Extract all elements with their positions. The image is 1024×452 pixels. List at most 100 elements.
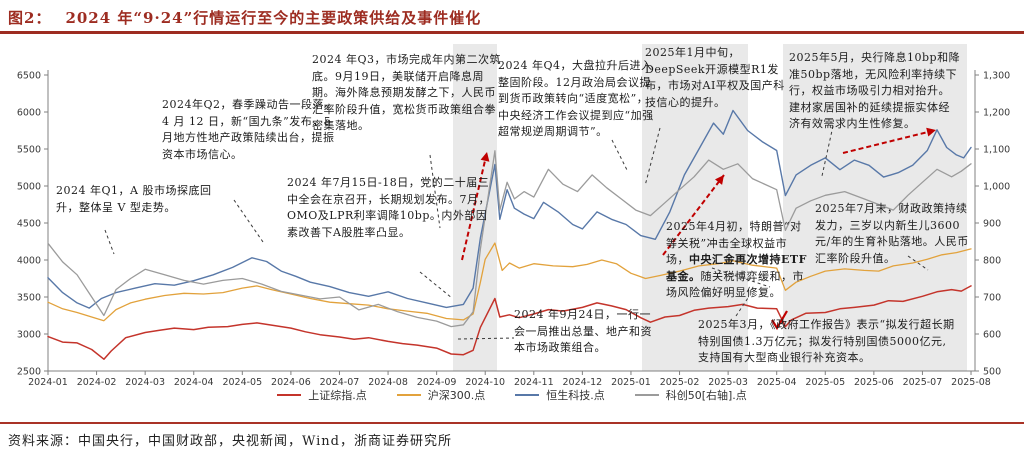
figure-label: 图2： — [8, 9, 52, 27]
series-line-star50 — [47, 150, 972, 328]
annotation-connector — [104, 229, 115, 255]
annotation-2025-march: 2025年3月，《政府工作报告》表示“拟发行超长期特别国债1.3万亿元；拟发行特… — [698, 317, 956, 367]
annotation-2024q1: 2024 年Q1，A 股市场探底回升，整体呈 V 型走势。 — [56, 183, 231, 216]
annotation-connector — [907, 255, 929, 271]
trend-arrowhead — [715, 175, 724, 185]
x-tick-label: 2024-08 — [368, 377, 408, 388]
annotation-connector — [644, 127, 661, 187]
left-tick-label: 2500 — [17, 367, 41, 378]
legend-item-star50: 科创50[右轴].点 — [634, 387, 747, 403]
title-divider — [0, 31, 1024, 34]
right-tick-label: 800 — [983, 256, 1001, 267]
right-tick-label: 1,000 — [983, 182, 1010, 193]
right-tick-label: 1,300 — [983, 71, 1010, 82]
series-line-sse — [47, 285, 972, 360]
annotation-connector — [735, 297, 749, 317]
annotation-text: 2024 年Q1，A 股市场探底回升，整体呈 V 型走势。 — [56, 184, 212, 214]
x-tick-label: 2025-01 — [611, 377, 651, 388]
annotation-924-policy: 2024 年9月24日，一行一会一局推出总量、地产和资本市场政策组合。 — [514, 307, 662, 357]
annotation-text: 2024 年7月15日-18日，党的二十届三中全会在京召开，长期规划发布。7月，… — [287, 176, 490, 239]
red-check-mark — [771, 310, 788, 331]
legend-line-swatch-orange — [396, 394, 421, 396]
x-tick-label: 2025-02 — [660, 377, 700, 388]
legend-label: 恒生科技.点 — [546, 389, 605, 402]
right-tick-label: 700 — [983, 293, 1001, 304]
left-tick-label: 5500 — [17, 145, 41, 156]
annotation-text: 2024 年Q4，大盘拉升后进入整固阶段。12月政治局会议提到货币政策转向“适度… — [498, 59, 654, 138]
x-tick-label: 2024-07 — [320, 377, 360, 388]
source-line: 资料来源：中国央行，中国财政部，央视新闻，Wind，浙商证券研究所 — [8, 434, 452, 449]
left-tick-label: 3000 — [17, 330, 41, 341]
annotation-text: 2025年7月末，财政政策持续发力，三岁以内新生儿3600元/年的生育补贴落地。… — [815, 202, 969, 265]
legend-line-swatch-gray — [634, 394, 659, 396]
x-tick-label: 2024-02 — [77, 377, 117, 388]
annotation-2025-april-tariff: 2025年4月初，特朗普“对等关税”冲击全球权益市场，中央汇金再次增持ETF基金… — [666, 219, 808, 302]
series-line-csi300 — [47, 242, 972, 322]
x-tick-label: 2024-03 — [125, 377, 165, 388]
annotation-connector — [419, 271, 453, 299]
legend-label: 沪深300.点 — [427, 389, 486, 402]
x-tick-label: 2025-06 — [854, 377, 894, 388]
trend-arrow — [662, 174, 725, 256]
x-tick-label: 2025-05 — [805, 377, 845, 388]
legend-item-sse: 上证综指.点 — [277, 387, 367, 403]
highlight-band — [453, 44, 497, 371]
annotation-text: 随关税博弈缓和，市场风险偏好明显修复。 — [666, 269, 804, 300]
figure-header: 图2： 2024 年“9·24”行情运行至今的主要政策供给及事件催化 — [8, 7, 481, 28]
annotation-text: 2025年5月，央行降息10bp和降准50bp落地，无风险利率持续下行，权益市场… — [789, 51, 961, 130]
annotation-deepseek: 2025年1月中旬，DeepSeek开源模型R1发布，市场对AI平权及国产科技信… — [645, 45, 790, 111]
right-tick-label: 900 — [983, 219, 1001, 230]
x-tick-label: 2024-06 — [271, 377, 311, 388]
annotation-third-plenum: 2024 年7月15日-18日，党的二十届三中全会在京召开，长期规划发布。7月，… — [287, 175, 495, 241]
left-tick-label: 4000 — [17, 256, 41, 267]
x-tick-label: 2024-11 — [514, 377, 554, 388]
annotation-connector — [611, 139, 629, 173]
x-tick-label: 2025-08 — [951, 377, 991, 388]
x-tick-label: 2024-05 — [222, 377, 262, 388]
right-tick-label: 1,100 — [983, 145, 1010, 156]
annotation-connector — [233, 199, 264, 243]
annotation-bold-text: 中央汇金再次增持ETF基金。 — [666, 253, 807, 283]
annotation-text: 2024年Q2，春季躁动告一段落。4 月 12 日，新“国九条”发布，5月地方性… — [162, 98, 336, 161]
right-tick-label: 500 — [983, 367, 1001, 378]
highlight-band — [783, 44, 967, 371]
x-tick-label: 2025-07 — [903, 377, 943, 388]
annotation-text: 2025年4月初，特朗普“对等关税”冲击全球权益市场， — [666, 220, 802, 266]
left-tick-label: 5000 — [17, 182, 41, 193]
annotation-text: 2024 年9月24日，一行一会一局推出总量、地产和资本市场政策组合。 — [514, 308, 652, 354]
annotation-text: 2025年1月中旬，DeepSeek开源模型R1发布，市场对AI平权及国产科技信… — [645, 46, 785, 109]
annotation-text: 2024 年Q3，市场完成年内第二次筑底。9月19日，美联储开启降息周期。海外降… — [312, 53, 502, 132]
x-tick-label: 2025-04 — [757, 377, 797, 388]
series-line-hstech — [47, 109, 972, 309]
annotation-text: 2025年3月，《政府工作报告》表示“拟发行超长期特别国债1.3万亿元；拟发行特… — [698, 318, 955, 364]
left-tick-label: 6000 — [17, 108, 41, 119]
trend-arrowhead — [480, 152, 490, 162]
annotation-2025-may: 2025年5月，央行降息10bp和降准50bp落地，无风险利率持续下行，权益市场… — [789, 50, 961, 133]
legend-label: 上证综指.点 — [308, 389, 367, 402]
legend-label: 科创50[右轴].点 — [665, 389, 747, 402]
annotation-2024q4: 2024 年Q4，大盘拉升后进入整固阶段。12月政治局会议提到货币政策转向“适度… — [498, 58, 656, 141]
annotation-2024q2: 2024年Q2，春季躁动告一段落。4 月 12 日，新“国九条”发布，5月地方性… — [162, 97, 342, 163]
legend-item-hstech: 恒生科技.点 — [515, 387, 605, 403]
left-tick-label: 4500 — [17, 219, 41, 230]
x-tick-label: 2024-04 — [174, 377, 214, 388]
annotation-connector — [821, 125, 834, 177]
footer-divider — [0, 422, 1024, 424]
annotation-2024q3: 2024 年Q3，市场完成年内第二次筑底。9月19日，美联储开启降息周期。海外降… — [312, 52, 502, 135]
left-tick-label: 3500 — [17, 293, 41, 304]
x-tick-label: 2025-03 — [708, 377, 748, 388]
legend-line-swatch-red — [277, 394, 302, 396]
annotation-connector — [711, 267, 771, 288]
annotation-connector — [429, 154, 441, 229]
legend-item-csi300: 沪深300.点 — [396, 387, 486, 403]
x-tick-label: 2024-12 — [563, 377, 603, 388]
right-tick-label: 600 — [983, 330, 1001, 341]
trend-arrow — [461, 151, 488, 261]
right-tick-label: 1,200 — [983, 108, 1010, 119]
x-tick-label: 2024-10 — [465, 377, 505, 388]
annotation-2025-july: 2025年7月末，财政政策持续发力，三岁以内新生儿3600元/年的生育补贴落地。… — [815, 201, 970, 267]
trend-arrowhead — [926, 127, 936, 137]
x-tick-label: 2024-09 — [417, 377, 457, 388]
